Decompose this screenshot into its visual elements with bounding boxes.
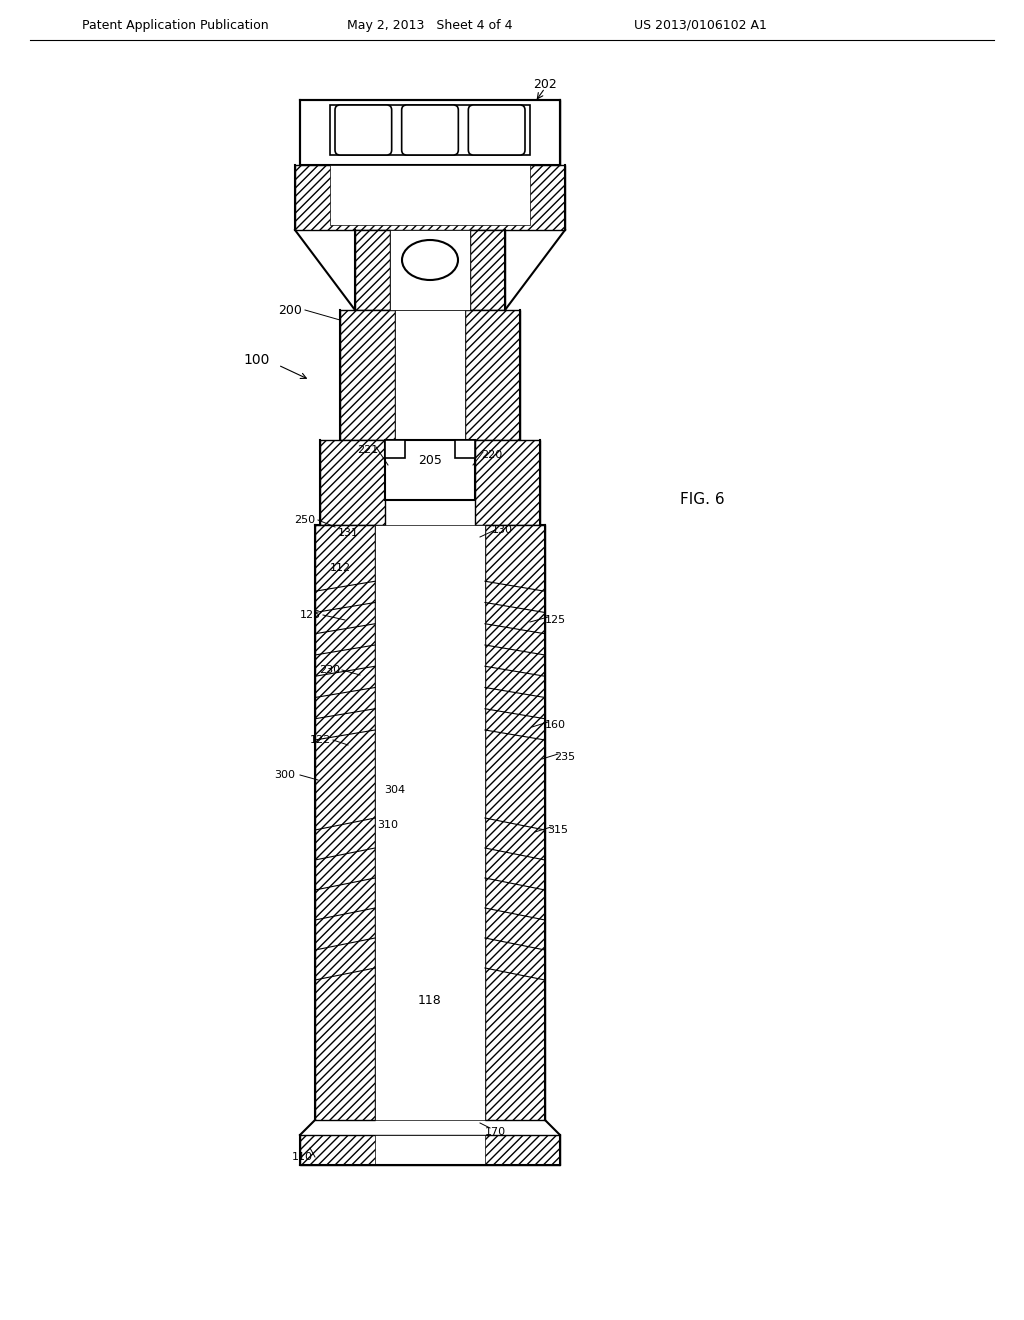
Bar [385, 440, 475, 500]
Bar [300, 1135, 560, 1166]
Text: 235: 235 [554, 752, 575, 762]
Bar [470, 230, 505, 310]
Text: Patent Application Publication: Patent Application Publication [82, 18, 268, 32]
FancyBboxPatch shape [335, 106, 391, 154]
Bar [295, 165, 565, 230]
Ellipse shape [402, 240, 458, 280]
Bar [465, 310, 520, 440]
Text: 125: 125 [545, 615, 565, 624]
Text: 221: 221 [357, 445, 379, 455]
Text: US 2013/0106102 A1: US 2013/0106102 A1 [634, 18, 766, 32]
Bar [375, 1135, 485, 1166]
Bar [300, 100, 330, 165]
Text: 130: 130 [492, 525, 512, 535]
Text: 200: 200 [279, 304, 302, 317]
Text: 131: 131 [338, 528, 358, 539]
Bar [455, 440, 475, 458]
Bar [385, 440, 406, 458]
Bar [530, 100, 560, 165]
Text: 300: 300 [274, 770, 296, 780]
Bar [330, 106, 530, 154]
Text: 220: 220 [481, 450, 503, 459]
FancyBboxPatch shape [401, 106, 459, 154]
Bar [330, 165, 530, 224]
Bar [340, 310, 395, 440]
Bar [475, 440, 540, 525]
Bar [355, 230, 390, 310]
Text: 310: 310 [378, 820, 398, 830]
Text: May 2, 2013   Sheet 4 of 4: May 2, 2013 Sheet 4 of 4 [347, 18, 513, 32]
Text: 202: 202 [534, 78, 557, 91]
Text: 315: 315 [548, 825, 568, 836]
Text: 122: 122 [309, 735, 331, 744]
FancyBboxPatch shape [468, 106, 525, 154]
Bar [300, 100, 560, 165]
Text: 205: 205 [418, 454, 442, 466]
Bar [319, 440, 385, 525]
Text: 160: 160 [545, 719, 565, 730]
Bar [395, 310, 465, 440]
Bar [375, 525, 485, 1119]
Bar [390, 230, 470, 310]
Text: 125: 125 [299, 610, 321, 620]
Text: 170: 170 [484, 1127, 506, 1137]
Bar [485, 525, 545, 1119]
Text: 250: 250 [295, 515, 315, 525]
Text: FIG. 6: FIG. 6 [680, 492, 725, 507]
Text: 100: 100 [244, 352, 270, 367]
Bar [315, 525, 375, 1119]
Text: 112: 112 [330, 564, 350, 573]
Text: 230: 230 [319, 665, 341, 675]
Text: 304: 304 [384, 785, 406, 795]
Text: 110: 110 [292, 1152, 312, 1162]
Text: 118: 118 [418, 994, 442, 1006]
